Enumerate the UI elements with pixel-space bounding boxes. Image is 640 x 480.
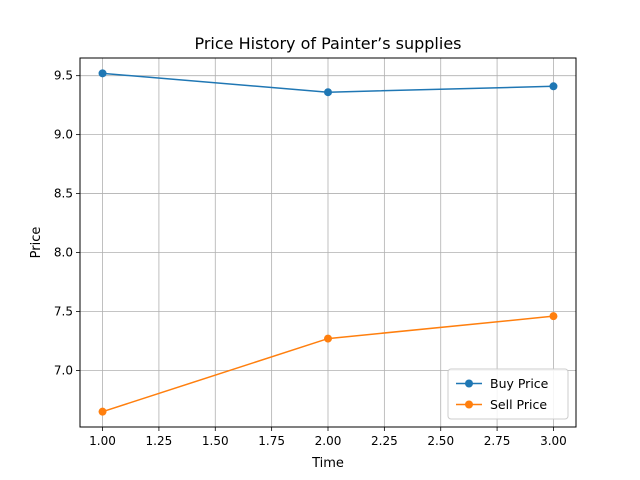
- x-tick-label: 3.00: [540, 434, 567, 448]
- buy-price-point: [98, 69, 107, 78]
- buy-price-point: [549, 82, 558, 91]
- legend-swatch-marker: [465, 400, 473, 409]
- x-tick-label: 2.50: [427, 434, 454, 448]
- y-tick-label: 7.0: [54, 363, 73, 377]
- legend: Buy Price Sell Price: [447, 368, 569, 420]
- x-axis-label: Time: [311, 456, 344, 471]
- x-tick-label: 1.50: [202, 434, 229, 448]
- x-tick-label: 1.00: [89, 434, 116, 448]
- y-tick-label: 8.0: [54, 246, 73, 260]
- y-tick-label: 9.0: [54, 128, 73, 142]
- series-layer: [98, 69, 558, 416]
- legend-label: Buy Price: [490, 376, 549, 391]
- sell-price-point: [549, 312, 558, 321]
- x-tick-label: 1.75: [258, 434, 285, 448]
- y-tick-label: 8.5: [54, 187, 73, 201]
- legend-label: Sell Price: [490, 397, 547, 412]
- y-tick-label: 9.5: [54, 69, 73, 83]
- chart-title: Price History of Painter’s supplies: [194, 34, 461, 53]
- x-tick-label: 2.75: [484, 434, 511, 448]
- y-axis-label: Price: [29, 227, 44, 259]
- x-tick-label: 2.00: [315, 434, 342, 448]
- legend-swatch-marker: [465, 379, 473, 388]
- legend-box: [447, 368, 569, 420]
- x-tick-label: 1.25: [146, 434, 173, 448]
- y-tick-label: 7.5: [54, 304, 73, 318]
- sell-price-point: [98, 407, 107, 416]
- x-tick-label: 2.25: [371, 434, 398, 448]
- axis-ticks: 1.00 1.25 1.50 1.75 2.00 2.25 2.50 2.75 3.00 7.0 7…: [54, 69, 567, 448]
- sell-price-point: [324, 334, 332, 343]
- buy-price-point: [324, 88, 332, 97]
